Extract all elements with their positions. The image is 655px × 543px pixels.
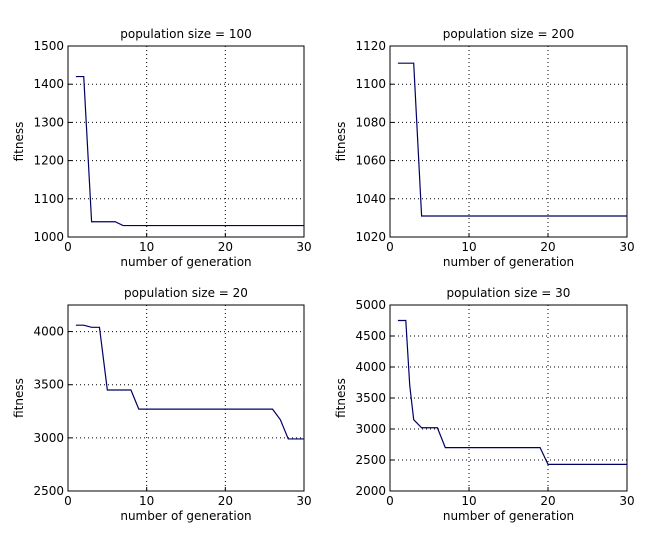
- axes-box: [67, 45, 305, 238]
- x-tick-label: 20: [218, 240, 233, 254]
- y-axis-label: fitness: [12, 378, 26, 418]
- plot-title: population size = 200: [443, 27, 575, 41]
- y-tick-label: 1400: [33, 77, 64, 91]
- y-tick-label: 4500: [355, 329, 386, 343]
- y-tick-label: 2500: [33, 484, 64, 498]
- series-line: [397, 319, 627, 465]
- x-tick-label: 30: [296, 494, 311, 508]
- series-line: [397, 62, 627, 217]
- x-tick-label: 0: [64, 240, 72, 254]
- y-tick-label: 1100: [33, 192, 64, 206]
- y-axis-label: fitness: [334, 122, 348, 162]
- x-tick-label: 20: [218, 494, 233, 508]
- y-tick-label: 1500: [33, 39, 64, 53]
- plot-title: population size = 30: [447, 286, 571, 300]
- plot-title: population size = 100: [120, 27, 252, 41]
- plot-title: population size = 20: [124, 286, 248, 300]
- axes-box: [389, 304, 628, 492]
- y-tick-label: 3500: [33, 378, 64, 392]
- y-tick-label: 4000: [33, 325, 64, 339]
- x-tick-label: 30: [296, 240, 311, 254]
- series-line: [75, 324, 304, 440]
- y-tick-label: 1200: [33, 154, 64, 168]
- x-axis-label: number of generation: [443, 509, 574, 523]
- y-tick-label: 3000: [33, 431, 64, 445]
- x-tick-label: 20: [540, 494, 555, 508]
- y-tick-label: 1300: [33, 115, 64, 129]
- y-tick-label: 1120: [355, 39, 386, 53]
- x-axis-label: number of generation: [120, 255, 251, 269]
- y-axis-label: fitness: [12, 122, 26, 162]
- y-tick-label: 3000: [355, 422, 386, 436]
- x-tick-label: 0: [386, 494, 394, 508]
- x-tick-label: 10: [139, 240, 154, 254]
- subplot-1: 0 10 20 30102010401060108011001120populatio…: [334, 27, 635, 269]
- x-tick-label: 0: [64, 494, 72, 508]
- axes-box: [67, 304, 305, 492]
- x-tick-label: 0: [386, 240, 394, 254]
- y-tick-label: 1060: [355, 154, 386, 168]
- subplot-3: 0 10 20 30 2000 2500 3000 3500 4000 4500 5000 popul…: [334, 286, 635, 523]
- series-line: [75, 75, 304, 227]
- x-tick-label: 20: [540, 240, 555, 254]
- x-tick-label: 10: [139, 494, 154, 508]
- y-tick-label: 5000: [355, 298, 386, 312]
- subplot-2: 0 10 20 30 2500 3000 3500 4000 population size =…: [12, 286, 312, 523]
- subplot-0: 0 10 20 30 1000 1100 1200 1300 1400 1500 populatio…: [12, 27, 312, 269]
- x-tick-label: 10: [461, 240, 476, 254]
- y-tick-label: 2500: [355, 453, 386, 467]
- y-tick-label: 1040: [355, 192, 386, 206]
- x-tick-label: 10: [461, 494, 476, 508]
- x-axis-label: number of generation: [120, 509, 251, 523]
- x-tick-label: 30: [619, 240, 634, 254]
- x-axis-label: number of generation: [443, 255, 574, 269]
- y-tick-label: 3500: [355, 391, 386, 405]
- x-tick-label: 30: [619, 494, 634, 508]
- y-tick-label: 1080: [355, 115, 386, 129]
- y-tick-label: 1020: [355, 230, 386, 244]
- y-tick-label: 2000: [355, 484, 386, 498]
- y-axis-label: fitness: [334, 378, 348, 418]
- axes-box: [389, 45, 628, 238]
- y-tick-label: 1000: [33, 230, 64, 244]
- y-tick-label: 4000: [355, 360, 386, 374]
- y-tick-label: 1100: [355, 77, 386, 91]
